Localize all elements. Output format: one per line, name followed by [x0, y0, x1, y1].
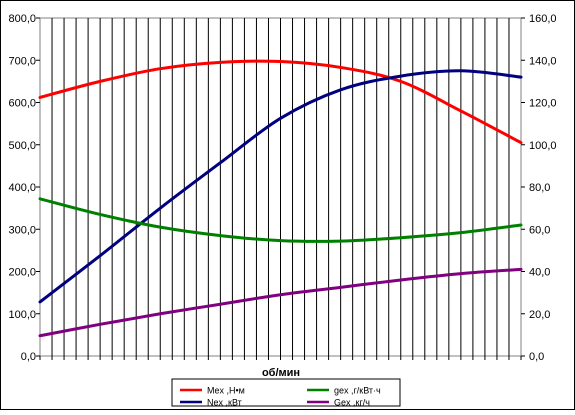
- left-tick-label: 600,0: [8, 98, 36, 110]
- left-tick-label: 500,0: [8, 140, 36, 152]
- right-axis: 0,0 20,0 40,0 60,0 80,0 100,0 120,0 140,0 160,0: [521, 13, 557, 363]
- x-axis-label: об/мин: [262, 367, 300, 379]
- series-layer: [38, 59, 523, 338]
- left-tick-label: 400,0: [8, 182, 36, 194]
- left-tick-label: 0,0: [21, 351, 36, 363]
- legend-label: Nex ,кВт: [207, 398, 242, 408]
- left-tick-label: 700,0: [8, 55, 36, 67]
- legend-label: gex ,г/кВт·ч: [334, 386, 381, 396]
- left-axis: 0,0 100,0 200,0 300,0 400,0 500,0 600,0 700,0 80…: [8, 13, 40, 363]
- legend-label: Gex ,кг/ч: [334, 398, 370, 408]
- left-tick-label: 300,0: [8, 224, 36, 236]
- series-line: [38, 69, 523, 304]
- right-tick-label: 60,0: [529, 224, 550, 236]
- right-tick-label: 0,0: [529, 351, 544, 363]
- right-tick-label: 120,0: [529, 98, 557, 110]
- vertical-grid: [39, 18, 522, 360]
- series-line: [38, 59, 523, 145]
- legend-label: Mex ,Н•м: [207, 386, 245, 396]
- left-tick-label: 200,0: [8, 267, 36, 279]
- right-tick-label: 140,0: [529, 55, 557, 67]
- legend-box: [171, 378, 401, 407]
- right-tick-label: 160,0: [529, 13, 557, 25]
- left-tick-label: 100,0: [8, 309, 36, 321]
- legend: Mex ,Н•м Nex ,кВт gex ,г/кВт·ч Gex ,кг/ч: [171, 378, 401, 408]
- left-tick-label: 800,0: [8, 13, 36, 25]
- right-tick-label: 80,0: [529, 182, 550, 194]
- right-tick-label: 40,0: [529, 267, 550, 279]
- right-tick-label: 20,0: [529, 309, 550, 321]
- series-line: [38, 197, 523, 243]
- series-line: [38, 267, 523, 338]
- right-tick-label: 100,0: [529, 140, 557, 152]
